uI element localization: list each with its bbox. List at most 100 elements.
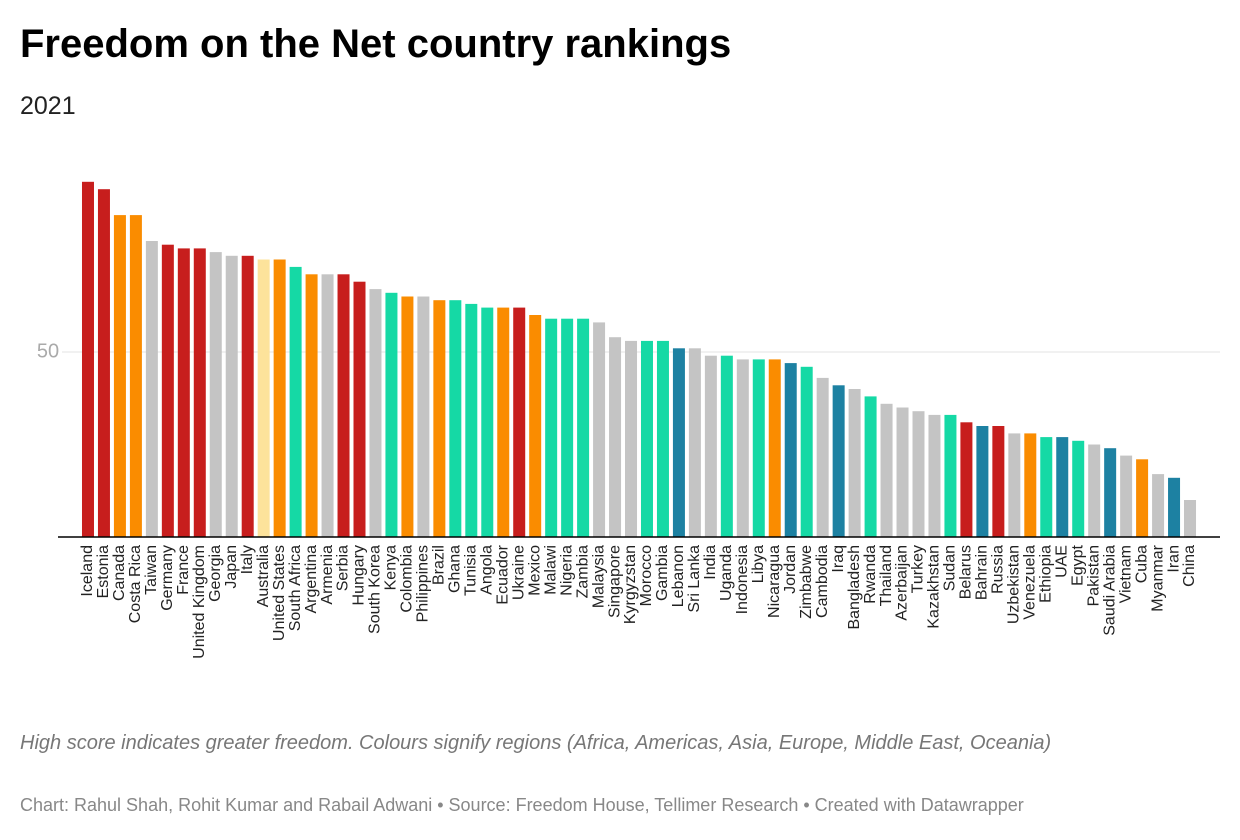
x-tick-label: South Africa (287, 545, 304, 631)
x-tick-label: Vietnam (1117, 545, 1134, 603)
bar (97, 189, 110, 537)
x-tick-label: United States (271, 545, 288, 641)
bar (1072, 440, 1085, 537)
bar (816, 377, 829, 537)
x-tick-label: Bangladesh (846, 545, 863, 630)
x-tick-label: Canada (111, 545, 128, 601)
bar (1024, 433, 1037, 537)
y-tick-label: 50 (37, 340, 59, 362)
x-tick-label: Armenia (319, 545, 336, 605)
bar (417, 296, 430, 537)
x-tick-label: Egypt (1069, 544, 1086, 585)
bar (880, 403, 893, 537)
bar (1040, 437, 1053, 537)
x-tick-label: Taiwan (143, 545, 160, 595)
bar (529, 315, 542, 537)
x-tick-label: Japan (223, 545, 240, 589)
x-tick-label: Mexico (526, 545, 543, 596)
x-tick-label: Rwanda (862, 545, 879, 604)
x-tick-label: Hungary (351, 545, 368, 605)
x-tick-label: Germany (159, 545, 176, 611)
bar (545, 318, 558, 537)
bar (928, 414, 941, 537)
x-tick-label: Ukraine (510, 545, 527, 600)
bar (944, 414, 957, 537)
bar (177, 248, 190, 537)
x-tick-label: Nigeria (558, 545, 575, 596)
x-tick-label: Sudan (942, 545, 959, 591)
x-tick-label: Bahrain (974, 545, 991, 600)
x-tick-label: France (175, 545, 192, 595)
x-tick-label: Ecuador (494, 544, 511, 604)
bar (337, 274, 350, 537)
bar (209, 252, 222, 537)
x-tick-label: UAE (1053, 545, 1070, 578)
x-tick-label: India (702, 545, 719, 580)
x-tick-label: Azerbaijan (894, 545, 911, 621)
bar (497, 307, 510, 537)
x-tick-label: China (1181, 545, 1198, 587)
bar (1104, 448, 1117, 537)
bar (433, 300, 446, 537)
bar (1168, 477, 1181, 537)
x-tick-label: Lebanon (670, 545, 687, 607)
bar (896, 407, 909, 537)
bar (81, 181, 94, 538)
bar (241, 255, 254, 538)
chart-title: Freedom on the Net country rankings (20, 22, 732, 66)
x-tick-label: Pakistan (1085, 545, 1102, 606)
bar (321, 274, 334, 537)
bar (401, 296, 414, 537)
bar (960, 422, 973, 537)
bar (593, 322, 606, 537)
x-tick-label: Philippines (415, 545, 432, 622)
x-tick-label: Costa Rica (127, 545, 144, 623)
x-tick-label: Cuba (1133, 545, 1150, 583)
x-tick-label: Jordan (782, 545, 799, 594)
x-tick-label: Colombia (399, 545, 416, 613)
x-tick-label: Thailand (878, 545, 895, 606)
bar (577, 318, 590, 537)
x-tick-label: Saudi Arabia (1101, 545, 1118, 636)
bar (385, 292, 398, 537)
x-tick-label: Morocco (638, 545, 655, 606)
bar (1088, 444, 1101, 537)
bar (736, 359, 749, 537)
chart-subtitle: 2021 (20, 92, 76, 120)
x-tick-label: Malaysia (590, 545, 607, 608)
bar (145, 241, 158, 537)
x-tick-label: Iraq (830, 545, 847, 573)
bar (353, 281, 366, 537)
x-tick-label: Zambia (574, 545, 591, 598)
bar (609, 337, 622, 537)
x-tick-label: Singapore (606, 545, 623, 618)
bar (688, 348, 701, 537)
x-tick-label: Ghana (447, 545, 464, 593)
bar (752, 359, 765, 537)
x-tick-label: Cambodia (814, 545, 831, 618)
bar (369, 289, 382, 537)
bar (640, 340, 653, 537)
x-tick-label: Kenya (383, 545, 400, 590)
bar (481, 307, 494, 537)
chart-notes: High score indicates greater freedom. Co… (20, 732, 1052, 754)
bar (848, 389, 861, 537)
x-tick-label: Myanmar (1149, 544, 1166, 611)
bar (257, 259, 270, 537)
bar (1136, 459, 1149, 537)
x-tick-label: Gambia (654, 545, 671, 601)
x-tick-label: Kyrgyzstan (622, 545, 639, 624)
bar (864, 396, 877, 537)
bar (976, 426, 989, 537)
bar (1152, 474, 1165, 537)
bar (465, 303, 478, 537)
bar (720, 355, 733, 537)
x-tick-label: United Kingdom (191, 545, 208, 659)
x-tick-label: Sri Lanka (686, 545, 703, 613)
bar (273, 259, 286, 537)
x-tick-label: Turkey (910, 545, 927, 593)
bar (305, 274, 318, 537)
x-tick-label: Nicaragua (766, 545, 783, 618)
x-tick-label: Uzbekistan (1006, 545, 1023, 624)
